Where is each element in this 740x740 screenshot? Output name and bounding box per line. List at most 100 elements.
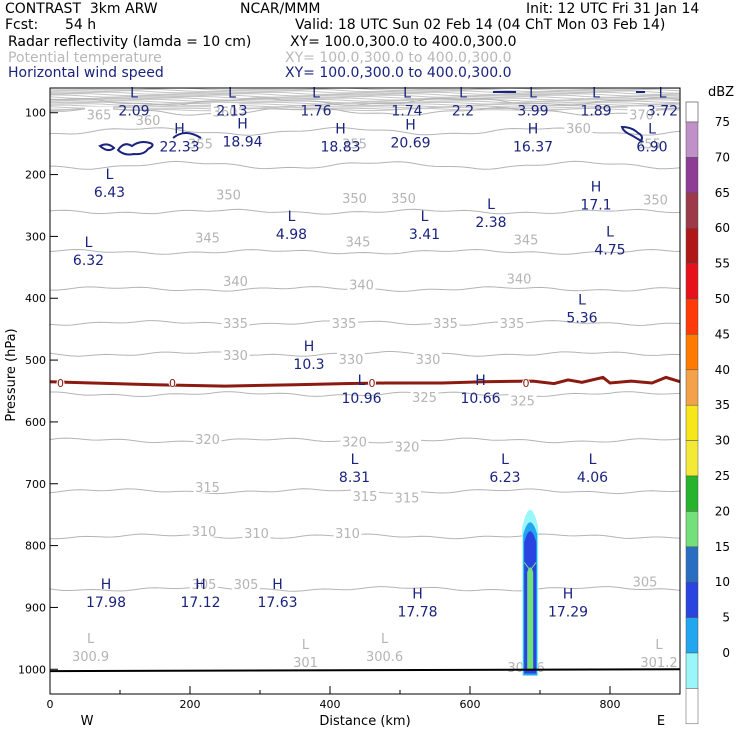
theta-contour-upper — [49, 95, 681, 100]
wind-extremum-marker: L — [85, 235, 93, 251]
direction-west: W — [81, 714, 94, 729]
theta-label: 345 — [514, 234, 539, 249]
wind-speed-labels: L2.09L2.13L1.76L1.74L2.2L3.99L1.89L3.72H… — [73, 86, 678, 621]
wind-extremum-value: 1.89 — [580, 104, 611, 120]
y-tick-label: 500 — [25, 354, 46, 367]
colorbar-cell — [685, 440, 699, 477]
theta-label: 335 — [223, 317, 248, 332]
theta-label-bg — [410, 389, 439, 404]
theta-contour-305 — [49, 585, 681, 592]
wind-extremum-value: 3.99 — [517, 104, 548, 120]
colorbar-cell — [685, 546, 699, 583]
freezing-level-line — [49, 375, 681, 388]
y-tick-label: 300 — [25, 230, 46, 243]
theta-label-bg — [505, 270, 533, 285]
theta-label-bg — [221, 314, 250, 329]
wind-extremum-marker: H — [591, 180, 602, 196]
theta-label: 335 — [332, 317, 357, 332]
theta-contour-345 — [49, 248, 681, 255]
x-tick-label: 600 — [460, 698, 481, 711]
colorbar-level-label: 70 — [715, 150, 730, 164]
theta-label-bg — [214, 186, 243, 201]
colorbar-cell — [685, 617, 699, 654]
wind-extremum-value: 2.13 — [216, 104, 247, 120]
init-time: Init: 12 UTC Fri 31 Jan 14 — [526, 1, 700, 17]
theta-label-bg — [431, 314, 460, 329]
theta-contour-upper — [49, 105, 681, 109]
theta-extremum-marker: L — [381, 632, 389, 647]
wind-extremum-marker: H — [237, 116, 248, 132]
colorbar-cell — [685, 263, 699, 300]
colorbar-level-label: 5 — [722, 611, 730, 625]
theta-label: 325 — [510, 394, 535, 409]
theta-label: 355 — [342, 138, 367, 153]
wind-extremum-marker: L — [606, 225, 614, 241]
theta-label: 355 — [188, 138, 213, 153]
theta-contour-325 — [50, 391, 681, 398]
wind-extremum-value: 6.32 — [73, 253, 104, 269]
wind-extremum-value: 17.12 — [180, 595, 220, 611]
y-tick-label: 200 — [25, 169, 46, 182]
theta-label: 305 — [234, 578, 259, 593]
theta-label-bg — [193, 431, 222, 446]
theta-label: 370 — [629, 109, 654, 124]
freezing-level: 0 0 0 0 — [49, 375, 681, 390]
wind-extremum-marker: L — [487, 197, 495, 213]
wind-extremum-value: 3.41 — [409, 227, 440, 243]
theta-contour-upper — [49, 98, 681, 102]
colorbar-cell — [685, 652, 699, 689]
theta-extremum-value: 301.2 — [640, 656, 677, 671]
theta-label: 315 — [395, 491, 420, 506]
theta-label-bg — [512, 231, 540, 246]
wind-extremum-marker: H — [174, 121, 185, 137]
theta-label-bg — [498, 314, 526, 329]
theta-label-bg — [221, 272, 250, 287]
x-tick-label: 200 — [180, 698, 201, 711]
colorbar-cell — [685, 334, 699, 371]
colorbar-cell — [685, 511, 699, 548]
theta-label: 345 — [195, 232, 220, 247]
theta-extremum-marker: L — [87, 632, 95, 647]
wind-extremum-marker: L — [421, 209, 429, 225]
theta-label-bg — [508, 392, 537, 407]
wind-extremum-marker: H — [101, 577, 112, 593]
theta-label: 350 — [643, 193, 668, 208]
theta-extremum-value: 300.6 — [366, 650, 403, 665]
theta-contour-310 — [49, 533, 681, 540]
theta-label: 350 — [216, 188, 241, 203]
y-tick-label: 1000 — [18, 663, 46, 676]
colorbar-level-label: 55 — [715, 257, 730, 271]
theta-label-bg — [641, 191, 670, 206]
freezing-level-label-bg — [56, 378, 65, 387]
theta-label: 320 — [395, 441, 420, 456]
fcst-value: 54 h — [65, 17, 97, 33]
legend-wind-xy: XY= 100.0,300.0 to 400.0,300.0 — [285, 65, 512, 81]
theta-label: 325 — [412, 391, 437, 406]
wind-extremum-marker: L — [288, 209, 296, 225]
theta-label: 335 — [500, 317, 525, 332]
colorbar-cell — [685, 581, 699, 618]
wind-extremum-marker: H — [195, 577, 206, 593]
wind-extremum-value: 6.43 — [94, 185, 125, 201]
org-label: NCAR/MMM — [240, 1, 321, 17]
wind-extremum-value: 6.90 — [636, 139, 667, 155]
colorbar-level-label: 65 — [715, 186, 730, 200]
theta-label-bg — [414, 350, 442, 365]
theta-label-bg — [340, 190, 369, 205]
theta-label: 340 — [223, 275, 248, 290]
theta-label: 365 — [87, 109, 112, 124]
colorbar-level-label: 15 — [715, 540, 730, 554]
theta-contour-upper — [49, 107, 681, 112]
y-tick-label: 100 — [25, 107, 46, 120]
wind-extremum-value: 20.69 — [390, 136, 430, 152]
wind-extremum-value: 18.83 — [320, 139, 360, 155]
wind-extremum-value: 18.94 — [222, 134, 262, 150]
y-tick-label: 600 — [25, 416, 46, 429]
wind-extremum-value: 10.96 — [341, 391, 381, 407]
theta-label: 335 — [433, 317, 458, 332]
theta-label-bg — [211, 103, 239, 118]
theta-label: 350 — [391, 192, 416, 207]
wind-extremum-marker: L — [228, 86, 236, 102]
wind-extremum-marker: L — [312, 86, 320, 102]
colorbar-cell — [685, 404, 699, 441]
